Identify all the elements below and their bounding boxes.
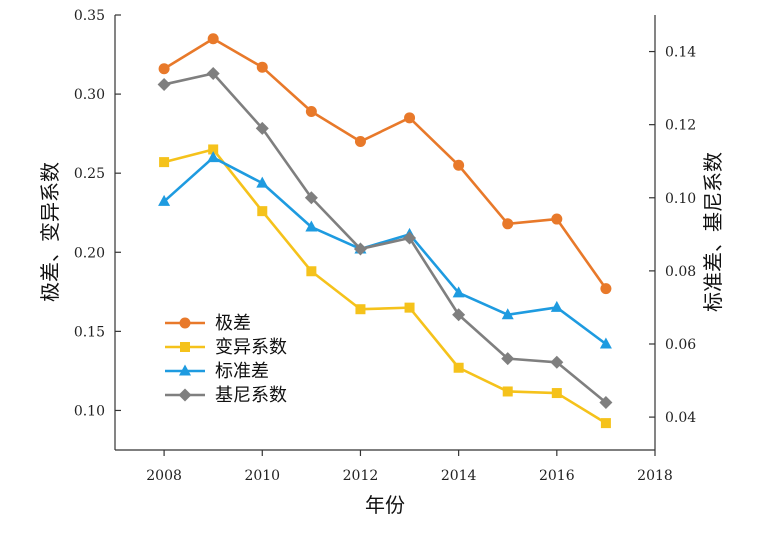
series-1	[158, 33, 612, 295]
series-line	[163, 72, 607, 404]
circle-marker	[551, 213, 563, 225]
legend-label: 极差	[215, 313, 251, 334]
left-tick-label: 0.30	[74, 87, 105, 103]
left-tick-label: 0.20	[74, 245, 105, 261]
series-layer	[157, 33, 613, 429]
right-tick-label: 0.12	[665, 118, 696, 134]
circle-marker	[158, 63, 170, 75]
triangle-marker	[207, 151, 220, 163]
diamond-marker	[550, 355, 564, 369]
left-axis-ticks: 0.10 0.15 0.20 0.25 0.30 0.35	[74, 8, 121, 419]
square-marker	[159, 157, 170, 168]
right-axis-title: 标准差、基尼系数	[701, 152, 725, 312]
square-marker	[502, 386, 513, 397]
diamond-marker	[403, 231, 417, 245]
series-line	[163, 148, 607, 425]
diamond-marker	[599, 395, 613, 409]
series-line	[163, 156, 607, 346]
x-tick-label: 2016	[539, 468, 575, 484]
square-marker	[600, 418, 611, 429]
series-line	[163, 37, 607, 290]
circle-marker	[305, 105, 317, 117]
right-tick-label: 0.14	[665, 45, 696, 61]
x-axis-ticks: 2008 2010 2012 2014 2016 2018	[146, 450, 673, 484]
left-tick-label: 0.25	[74, 166, 105, 182]
diamond-marker	[353, 242, 367, 256]
circle-marker	[207, 33, 219, 45]
circle-marker	[600, 283, 612, 295]
square-marker	[404, 302, 415, 313]
right-tick-label: 0.04	[665, 410, 696, 426]
triangle-marker	[452, 286, 465, 298]
triangle-marker	[305, 220, 318, 232]
legend-label: 变异系数	[215, 337, 287, 358]
legend-label: 标准差	[215, 361, 269, 382]
plot-frame	[114, 15, 656, 451]
right-tick-label: 0.06	[665, 337, 696, 353]
triangle-marker	[599, 337, 612, 349]
diamond-marker	[501, 352, 515, 366]
square-marker	[180, 342, 190, 352]
left-axis-title: 极差、变异系数	[38, 162, 62, 302]
triangle-marker	[501, 308, 514, 320]
x-tick-label: 2018	[637, 468, 673, 484]
circle-marker	[404, 112, 416, 124]
circle-marker	[502, 218, 514, 230]
right-tick-label: 0.10	[665, 191, 696, 207]
legend-item: 变异系数	[165, 337, 287, 358]
circle-marker	[354, 136, 366, 148]
circle-marker	[179, 317, 191, 329]
circle-marker	[256, 61, 268, 73]
triangle-marker	[179, 364, 191, 376]
x-tick-label: 2012	[343, 468, 379, 484]
square-marker	[257, 206, 268, 217]
left-tick-label: 0.15	[74, 324, 105, 340]
square-marker	[306, 266, 317, 277]
legend-item: 基尼系数	[165, 385, 287, 406]
x-tick-label: 2014	[441, 468, 477, 484]
right-axis-ticks: 0.04 0.06 0.08 0.10 0.12 0.14	[649, 45, 696, 426]
right-tick-label: 0.08	[665, 264, 696, 280]
x-tick-label: 2010	[244, 468, 280, 484]
square-marker	[551, 388, 562, 399]
triangle-marker	[158, 194, 171, 206]
x-axis-title: 年份	[365, 493, 405, 517]
square-marker	[208, 144, 219, 155]
triangle-marker	[550, 300, 563, 312]
left-tick-label: 0.35	[74, 8, 105, 24]
circle-marker	[453, 159, 465, 171]
square-marker	[453, 362, 464, 373]
series-2	[159, 144, 611, 429]
legend-label: 基尼系数	[215, 385, 287, 406]
diamond-marker	[304, 191, 318, 205]
diamond-marker	[255, 121, 269, 135]
diamond-marker	[157, 77, 171, 91]
square-marker	[355, 304, 366, 315]
left-tick-label: 0.10	[74, 403, 105, 419]
legend-item: 标准差	[165, 361, 269, 382]
diamond-marker	[452, 308, 466, 322]
triangle-marker	[256, 176, 269, 188]
series-4	[157, 66, 613, 409]
diamond-marker	[206, 66, 220, 80]
legend-item: 极差	[165, 313, 251, 334]
x-tick-label: 2008	[146, 468, 182, 484]
diamond-marker	[178, 388, 192, 402]
